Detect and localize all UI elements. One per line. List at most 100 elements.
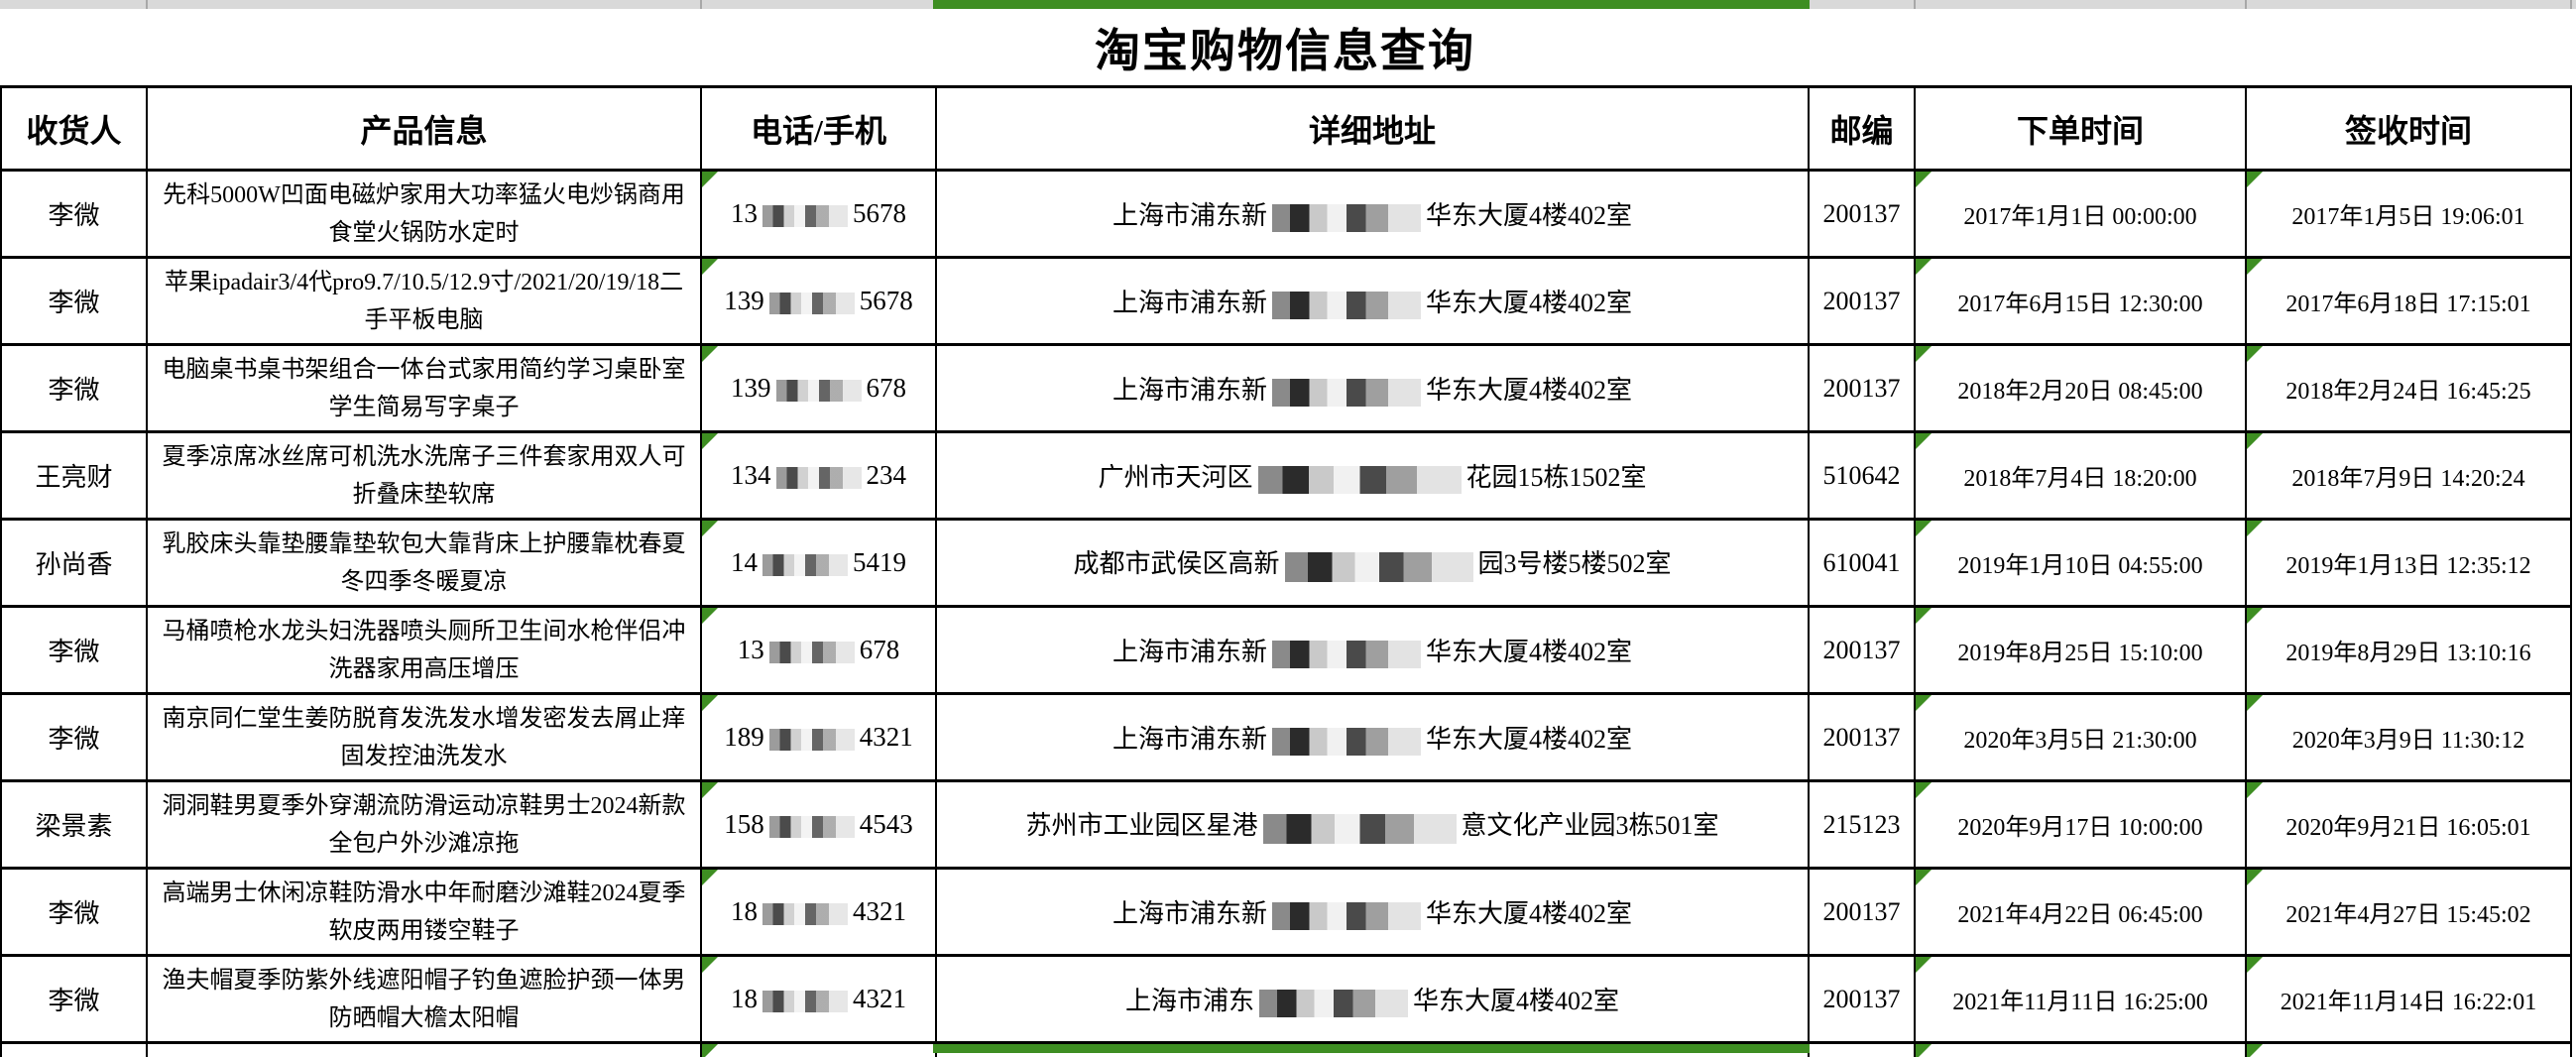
- order-time-cell[interactable]: 2019年8月25日 15:10:00: [1914, 605, 2247, 695]
- address-cell[interactable]: 苏州市工业园区星港 意文化产业园3栋501室: [935, 779, 1810, 870]
- redaction-block: [762, 990, 848, 1012]
- redaction-block: [1257, 466, 1462, 495]
- zip-cell[interactable]: 200137: [1808, 954, 1916, 1044]
- order-time-cell[interactable]: 2018年2月20日 08:45:00: [1914, 343, 2247, 433]
- order-time-cell[interactable]: 2017年6月15日 12:30:00: [1914, 256, 2247, 346]
- order-time-cell[interactable]: 2020年3月5日 21:30:00: [1914, 692, 2247, 782]
- zip-cell[interactable]: 200137: [1808, 169, 1916, 259]
- selected-column-highlight: [933, 0, 1810, 9]
- product-cell[interactable]: 渔夫帽夏季防紫外线遮阳帽子钓鱼遮脸护颈一体男防晒帽大檐太阳帽: [146, 954, 702, 1044]
- sign-time-cell[interactable]: 2019年1月13日 12:35:12: [2245, 518, 2572, 608]
- sign-time-cell[interactable]: 2020年3月9日 11:30:12: [2245, 692, 2572, 782]
- order-time-cell[interactable]: 2021年11月11日 16:25:00: [1914, 954, 2247, 1044]
- col-header-zip[interactable]: 邮编: [1808, 85, 1916, 172]
- address-cell[interactable]: 上海市浦东新 华东大厦4楼402室: [935, 169, 1810, 259]
- order-time-cell[interactable]: 2019年1月10日 04:55:00: [1914, 518, 2247, 608]
- product-cell[interactable]: 马桶喷枪水龙头妇洗器喷头厕所卫生间水枪伴侣冲洗器家用高压增压: [146, 605, 702, 695]
- recipient-cell[interactable]: 李微: [0, 343, 148, 433]
- order-time-cell[interactable]: 2018年7月4日 18:20:00: [1914, 430, 2247, 521]
- order-time-cell[interactable]: 2017年1月1日 00:00:00: [1914, 169, 2247, 259]
- phone-cell[interactable]: 139 678: [700, 343, 937, 433]
- zip-cell[interactable]: 510642: [1808, 430, 1916, 521]
- table-row: 李微 苹果ipadair3/4代pro9.7/10.5/12.9寸/2021/2…: [0, 256, 2572, 346]
- product-cell[interactable]: 电脑桌书桌书架组合一体台式家用简约学习桌卧室学生简易写字桌子: [146, 343, 702, 433]
- zip-cell[interactable]: 215123: [1808, 779, 1916, 870]
- zip-cell[interactable]: 200137: [1808, 256, 1916, 346]
- col-header-address[interactable]: 详细地址: [935, 85, 1810, 172]
- product-cell[interactable]: 乳胶床头靠垫腰靠垫软包大靠背床上护腰靠枕春夏冬四季冬暖夏凉: [146, 518, 702, 608]
- zip-cell[interactable]: 200137: [1808, 343, 1916, 433]
- phone-cell[interactable]: 18 4321: [700, 954, 937, 1044]
- address-cell[interactable]: 上海市浦东新 华东大厦4楼402室: [935, 867, 1810, 957]
- product-cell[interactable]: 夏季凉席冰丝席可机洗水洗席子三件套家用双人可折叠床垫软席: [146, 430, 702, 521]
- product-cell[interactable]: [146, 1041, 702, 1057]
- sign-time-cell[interactable]: 2017年6月18日 17:15:01: [2245, 256, 2572, 346]
- phone-cell[interactable]: 14 5419: [700, 518, 937, 608]
- zip-cell[interactable]: 200137: [1808, 867, 1916, 957]
- order-time-cell[interactable]: [1914, 1041, 2247, 1057]
- recipient-cell[interactable]: 王亮财: [0, 430, 148, 521]
- zip-cell[interactable]: 610041: [1808, 518, 1916, 608]
- redaction-block: [1262, 813, 1457, 844]
- col-header-product[interactable]: 产品信息: [146, 85, 702, 172]
- sign-time-cell[interactable]: 2018年2月24日 16:45:25: [2245, 343, 2572, 433]
- col-header-sign-time[interactable]: 签收时间: [2245, 85, 2572, 172]
- recipient-cell[interactable]: 李微: [0, 169, 148, 259]
- col-header-phone[interactable]: 电话/手机: [700, 85, 937, 172]
- redaction-block: [1272, 204, 1421, 233]
- zip-cell[interactable]: 200137: [1808, 605, 1916, 695]
- sign-time-cell[interactable]: 2020年9月21日 16:05:01: [2245, 779, 2572, 870]
- product-cell[interactable]: 苹果ipadair3/4代pro9.7/10.5/12.9寸/2021/20/1…: [146, 256, 702, 346]
- product-cell[interactable]: 先科5000W凹面电磁炉家用大功率猛火电炒锅商用食堂火锅防水定时: [146, 169, 702, 259]
- table-row: 孙尚香 乳胶床头靠垫腰靠垫软包大靠背床上护腰靠枕春夏冬四季冬暖夏凉 14 5419…: [0, 518, 2572, 608]
- address-cell[interactable]: 广州市天河区 花园15栋1502室: [935, 430, 1810, 521]
- order-time-cell[interactable]: 2021年4月22日 06:45:00: [1914, 867, 2247, 957]
- page-title: 淘宝购物信息查询: [1095, 25, 1475, 76]
- sign-time-cell[interactable]: 2021年11月14日 16:22:01: [2245, 954, 2572, 1044]
- address-cell[interactable]: 上海市浦东新 华东大厦4楼402室: [935, 256, 1810, 346]
- zip-cell[interactable]: 200137: [1808, 692, 1916, 782]
- redaction-block: [762, 204, 848, 227]
- order-time-cell[interactable]: 2020年9月17日 10:00:00: [1914, 779, 2247, 870]
- phone-cell[interactable]: 18 4321: [700, 867, 937, 957]
- recipient-cell[interactable]: 李微: [0, 692, 148, 782]
- phone-cell[interactable]: 134 234: [700, 430, 937, 521]
- table-row: 梁景素 洞洞鞋男夏季外穿潮流防滑运动凉鞋男士2024新款全包户外沙滩凉拖 158…: [0, 779, 2572, 870]
- selected-cell-border: [933, 1044, 1810, 1053]
- zip-cell[interactable]: [1808, 1041, 1916, 1057]
- address-cell[interactable]: 成都市武侯区高新 园3号楼5楼502室: [935, 518, 1810, 608]
- address-cell[interactable]: 上海市浦东新 华东大厦4楼402室: [935, 343, 1810, 433]
- phone-cell[interactable]: 189 4321: [700, 692, 937, 782]
- recipient-cell[interactable]: 梁景素: [0, 779, 148, 870]
- recipient-cell[interactable]: 李微: [0, 954, 148, 1044]
- phone-cell[interactable]: 139 5678: [700, 256, 937, 346]
- column-separator: [146, 0, 148, 9]
- table-row: 李微 高端男士休闲凉鞋防滑水中年耐磨沙滩鞋2024夏季软皮两用镂空鞋子 18 43…: [0, 867, 2572, 957]
- phone-cell[interactable]: 13 678: [700, 605, 937, 695]
- sign-time-cell[interactable]: 2017年1月5日 19:06:01: [2245, 169, 2572, 259]
- product-cell[interactable]: 洞洞鞋男夏季外穿潮流防滑运动凉鞋男士2024新款全包户外沙滩凉拖: [146, 779, 702, 870]
- table-row: 王亮财 夏季凉席冰丝席可机洗水洗席子三件套家用双人可折叠床垫软席 134 234 …: [0, 430, 2572, 521]
- col-header-recipient[interactable]: 收货人: [0, 85, 148, 172]
- recipient-cell[interactable]: 李微: [0, 867, 148, 957]
- redaction-block: [762, 902, 848, 925]
- recipient-cell[interactable]: 李微: [0, 605, 148, 695]
- sign-time-cell[interactable]: 2019年8月29日 13:10:16: [2245, 605, 2572, 695]
- recipient-cell[interactable]: 李微: [0, 256, 148, 346]
- sign-time-cell[interactable]: 2018年7月9日 14:20:24: [2245, 430, 2572, 521]
- address-cell[interactable]: 上海市浦东新 华东大厦4楼402室: [935, 605, 1810, 695]
- redaction-block: [1272, 728, 1421, 757]
- sign-time-cell[interactable]: 2021年4月27日 15:45:02: [2245, 867, 2572, 957]
- col-header-order-time[interactable]: 下单时间: [1914, 85, 2247, 172]
- recipient-cell[interactable]: 孙尚香: [0, 518, 148, 608]
- address-cell[interactable]: 上海市浦东新 华东大厦4楼402室: [935, 692, 1810, 782]
- phone-cell[interactable]: 13 5678: [700, 169, 937, 259]
- phone-cell[interactable]: [700, 1041, 937, 1057]
- phone-cell[interactable]: 158 4543: [700, 779, 937, 870]
- sign-time-cell[interactable]: [2245, 1041, 2572, 1057]
- product-cell[interactable]: 南京同仁堂生姜防脱育发洗发水增发密发去屑止痒固发控油洗发水: [146, 692, 702, 782]
- recipient-cell[interactable]: [0, 1041, 148, 1057]
- product-cell[interactable]: 高端男士休闲凉鞋防滑水中年耐磨沙滩鞋2024夏季软皮两用镂空鞋子: [146, 867, 702, 957]
- address-cell[interactable]: 上海市浦东 华东大厦4楼402室: [935, 954, 1810, 1044]
